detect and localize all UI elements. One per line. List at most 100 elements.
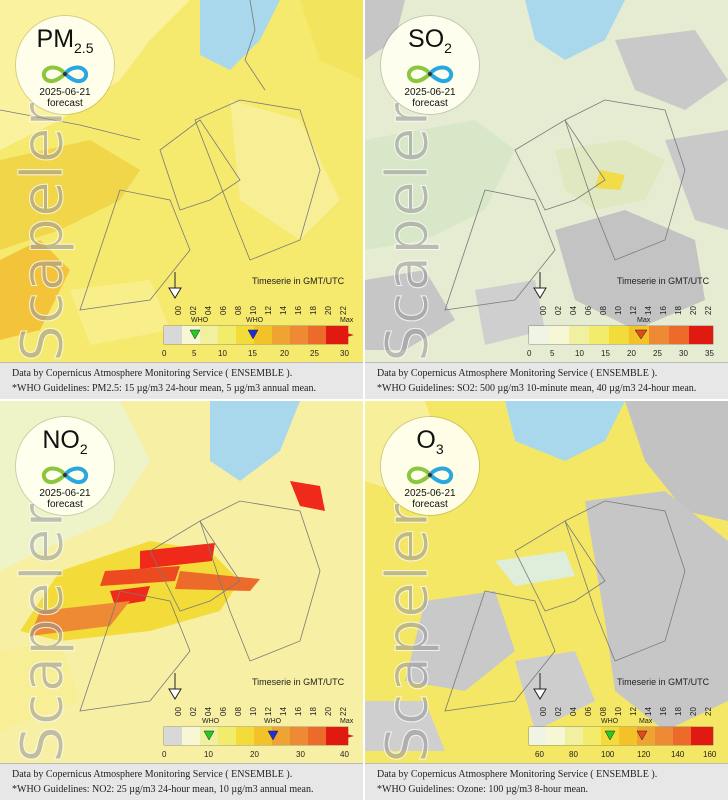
pollutant-title: SO2: [408, 25, 452, 56]
who-label: WHO: [202, 718, 220, 725]
color-scale: WHO Max 60 80 100 120 140 160: [528, 718, 717, 759]
current-hour-arrow-icon: [533, 272, 547, 299]
infinity-logo-icon: [406, 65, 454, 84]
forecast-date: 2025-06-21: [39, 87, 91, 98]
scale-tick: 140: [671, 750, 685, 759]
pollutant-badge: SO2 2025-06-21 forecast: [381, 16, 479, 114]
timeseries-label: Timeserie in GMT/UTC: [617, 677, 710, 687]
o3-map: [365, 401, 728, 763]
scale-tick: 0: [527, 349, 532, 358]
watermark: Scapeler: [8, 502, 77, 763]
scale-tick: 100: [601, 750, 615, 759]
so2-map: [365, 0, 728, 362]
pm25-panel: Scapeler PM2.5 2025-06-21 forecast Times…: [0, 0, 363, 399]
max-marker-icon: [636, 730, 648, 741]
scale-tick: 30: [679, 349, 688, 358]
panel-footer: Data by Copernicus Atmosphere Monitoring…: [365, 362, 728, 399]
color-scale: WHO WHO Max 0 5 10 15 20 25 30: [162, 317, 354, 358]
who-label: WHO: [246, 317, 264, 324]
footer-source: Data by Copernicus Atmosphere Monitoring…: [377, 769, 658, 780]
infinity-logo-icon: [406, 466, 454, 485]
panel-footer: Data by Copernicus Atmosphere Monitoring…: [0, 362, 363, 399]
max-label: Max: [340, 718, 354, 725]
timeseries-label: Timeserie in GMT/UTC: [252, 677, 345, 687]
timeseries-label: Timeserie in GMT/UTC: [252, 276, 345, 286]
infinity-logo-icon: [41, 65, 89, 84]
scale-tick: 160: [703, 750, 717, 759]
pm25-map: [0, 0, 363, 362]
scale-tick: 10: [218, 349, 227, 358]
forecast-date: 2025-06-21: [39, 488, 91, 499]
pollutant-title: NO2: [42, 426, 88, 457]
scale-tick: 20: [280, 349, 289, 358]
forecast-kind: forecast: [412, 98, 448, 109]
who-marker-icon: [247, 329, 259, 340]
scale-tick: 25: [653, 349, 662, 358]
scale-tick: 10: [575, 349, 584, 358]
pollutant-title: PM2.5: [36, 25, 94, 56]
scale-tick: 60: [535, 750, 544, 759]
who-marker-icon: [203, 730, 215, 741]
watermark: Scapeler: [373, 502, 442, 763]
scale-tick: 20: [250, 750, 259, 759]
scale-tick: 10: [204, 750, 213, 759]
max-arrow-icon: [336, 731, 354, 741]
who-marker-icon: [604, 730, 616, 741]
current-hour-arrow-icon: [168, 272, 182, 299]
footer-source: Data by Copernicus Atmosphere Monitoring…: [377, 368, 658, 379]
forecast-kind: forecast: [412, 499, 448, 510]
forecast-kind: forecast: [47, 98, 83, 109]
pollutant-badge: PM2.5 2025-06-21 forecast: [16, 16, 114, 114]
scale-tick: 35: [705, 349, 714, 358]
scale-tick: 0: [162, 349, 167, 358]
max-marker-icon: [634, 329, 648, 340]
max-label: Max: [639, 718, 653, 725]
footer-who-guidelines: *WHO Guidelines: PM2.5: 15 µg/m3 24-hour…: [12, 383, 316, 394]
who-label: WHO: [191, 317, 209, 324]
pollutant-badge: O3 2025-06-21 forecast: [381, 417, 479, 515]
panel-footer: Data by Copernicus Atmosphere Monitoring…: [365, 763, 728, 800]
forecast-date: 2025-06-21: [404, 87, 456, 98]
footer-who-guidelines: *WHO Guidelines: NO2: 25 µg/m3 24-hour m…: [12, 784, 314, 795]
scale-tick: 120: [637, 750, 651, 759]
pollutant-title: O3: [416, 426, 444, 457]
who-label: WHO: [264, 718, 282, 725]
watermark: Scapeler: [373, 101, 442, 362]
so2-panel: Scapeler SO2 2025-06-21 forecast Timeser…: [365, 0, 728, 399]
scale-tick: 20: [627, 349, 636, 358]
scale-tick: 15: [601, 349, 610, 358]
forecast-date: 2025-06-21: [404, 488, 456, 499]
max-label: Max: [637, 317, 651, 324]
who-marker-icon: [267, 730, 279, 741]
timeseries-label: Timeserie in GMT/UTC: [617, 276, 710, 286]
no2-panel: Scapeler NO2 2025-06-21 forecast Timeser…: [0, 401, 363, 800]
current-hour-arrow-icon: [168, 673, 182, 700]
watermark: Scapeler: [8, 101, 77, 362]
infinity-logo-icon: [41, 466, 89, 485]
color-scale: WHO WHO Max 0 10 20 30 40: [162, 718, 354, 759]
footer-who-guidelines: *WHO Guidelines: Ozone: 100 µg/m3 8-hour…: [377, 784, 588, 795]
scale-tick: 30: [340, 349, 349, 358]
footer-source: Data by Copernicus Atmosphere Monitoring…: [12, 368, 293, 379]
max-arrow-icon: [336, 330, 354, 340]
color-scale: Max 0 5 10 15 20 25 30 35: [527, 317, 714, 358]
who-label: WHO: [601, 718, 619, 725]
footer-source: Data by Copernicus Atmosphere Monitoring…: [12, 769, 293, 780]
scale-tick: 40: [340, 750, 349, 759]
footer-who-guidelines: *WHO Guidelines: SO2: 500 µg/m3 10-minut…: [377, 383, 697, 394]
scale-tick: 30: [296, 750, 305, 759]
scale-tick: 5: [192, 349, 197, 358]
scale-tick: 80: [569, 750, 578, 759]
scale-tick: 5: [550, 349, 555, 358]
max-label: Max: [340, 317, 354, 324]
forecast-kind: forecast: [47, 499, 83, 510]
who-marker-icon: [189, 329, 201, 340]
scale-tick: 15: [248, 349, 257, 358]
panel-footer: Data by Copernicus Atmosphere Monitoring…: [0, 763, 363, 800]
o3-panel: Scapeler O3 2025-06-21 forecast Timeseri…: [365, 401, 728, 800]
current-hour-arrow-icon: [533, 673, 547, 700]
scale-tick: 25: [310, 349, 319, 358]
scale-tick: 0: [162, 750, 167, 759]
pollutant-badge: NO2 2025-06-21 forecast: [16, 417, 114, 515]
